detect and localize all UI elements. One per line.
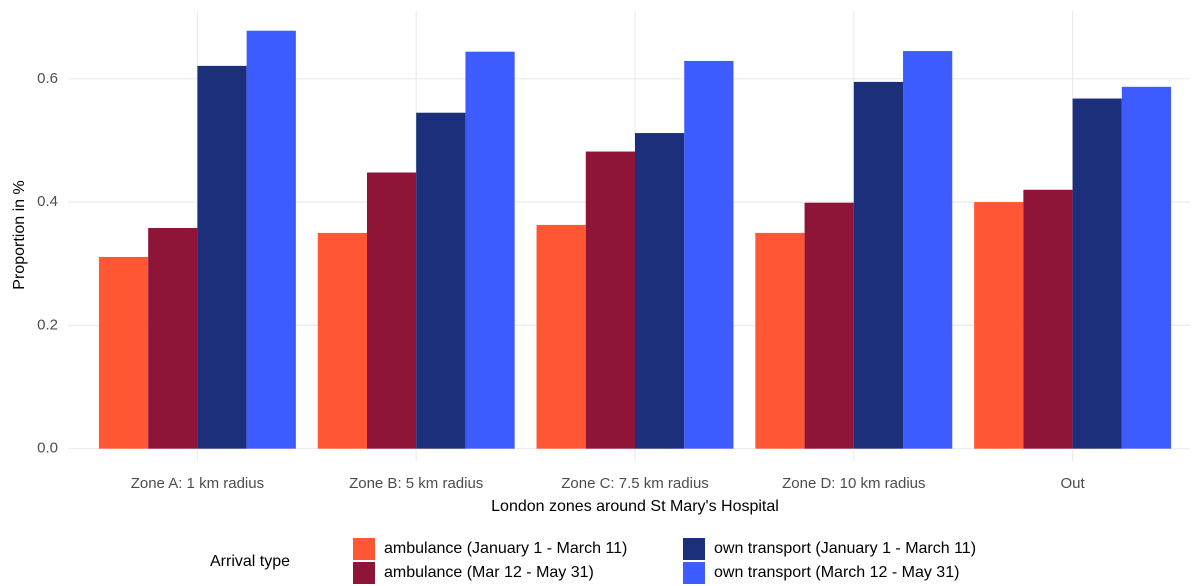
y-tick-label: 0.6 xyxy=(37,70,58,87)
x-tick-label: Zone C: 7.5 km radius xyxy=(561,475,709,492)
legend-swatch xyxy=(683,538,705,560)
bar xyxy=(755,232,805,449)
bar xyxy=(197,65,247,449)
bar xyxy=(465,51,515,449)
bar xyxy=(98,256,149,449)
y-tick-label: 0.0 xyxy=(37,440,58,457)
legend-swatch xyxy=(353,538,375,560)
bar xyxy=(1023,189,1073,449)
x-tick-label: Zone D: 10 km radius xyxy=(782,475,925,492)
legend-label: own transport (March 12 - May 31) xyxy=(714,564,959,581)
bar xyxy=(1121,86,1172,449)
bar xyxy=(148,227,198,449)
bar xyxy=(416,112,466,449)
y-tick-label: 0.2 xyxy=(37,316,58,333)
bar xyxy=(536,224,586,449)
bar xyxy=(684,60,734,449)
bar xyxy=(1072,98,1122,449)
bar xyxy=(635,133,685,449)
y-tick-label: 0.4 xyxy=(37,193,58,210)
bar xyxy=(853,81,904,449)
legend-swatch xyxy=(683,562,705,584)
legend-title: Arrival type xyxy=(210,553,290,570)
x-tick-label: Zone A: 1 km radius xyxy=(131,475,264,492)
bar xyxy=(974,202,1024,449)
bar xyxy=(585,151,635,449)
bar xyxy=(903,51,953,449)
legend-swatch xyxy=(353,562,375,584)
bar xyxy=(366,172,417,449)
bar xyxy=(246,30,296,449)
legend-label: ambulance (Mar 12 - May 31) xyxy=(384,564,594,581)
legend-label: own transport (January 1 - March 11) xyxy=(714,540,976,557)
bar xyxy=(804,202,854,449)
x-tick-label: Out xyxy=(1061,475,1086,492)
bar xyxy=(317,232,367,449)
legend-label: ambulance (January 1 - March 11) xyxy=(384,540,627,557)
x-tick-label: Zone B: 5 km radius xyxy=(349,475,483,492)
y-axis-title: Proportion in % xyxy=(11,180,28,289)
x-axis-title: London zones around St Mary's Hospital xyxy=(491,498,779,515)
